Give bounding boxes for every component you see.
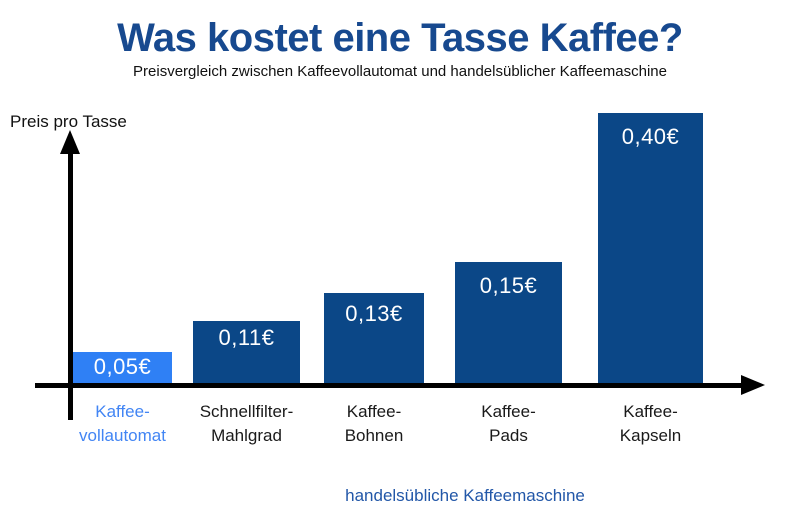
bar-4: 0,40€ <box>598 113 703 383</box>
x-axis-group-label: handelsübliche Kaffeemaschine <box>345 486 585 505</box>
bar-value-label: 0,13€ <box>345 301 403 326</box>
y-axis-arrow-icon <box>60 130 80 154</box>
bar-value-label: 0,11€ <box>218 325 275 350</box>
category-label-3: Kaffee- Pads <box>481 402 536 445</box>
category-label-0: Kaffee- vollautomat <box>79 402 166 445</box>
category-label-4: Kaffee- Kapseln <box>619 402 682 445</box>
bar-0: 0,05€ <box>73 352 172 383</box>
bar-value-label: 0,40€ <box>621 124 680 149</box>
y-axis-label: Preis pro Tasse <box>10 112 127 131</box>
category-label-1: Schnellfilter- Mahlgrad <box>199 402 294 445</box>
x-axis-line <box>35 383 743 388</box>
page-title: Was kostet eine Tasse Kaffee? <box>117 16 683 60</box>
bar-2: 0,13€ <box>324 293 424 383</box>
page-subtitle: Preisvergleich zwischen Kaffeevollautoma… <box>133 63 667 80</box>
bar-1: 0,11€ <box>193 321 300 383</box>
bar-3: 0,15€ <box>455 262 562 383</box>
bar-value-label: 0,05€ <box>93 354 152 379</box>
y-axis-line <box>68 146 73 420</box>
bar-value-label: 0,15€ <box>479 273 538 298</box>
category-label-2: Kaffee- Bohnen <box>344 402 404 445</box>
x-axis-arrow-icon <box>741 375 765 395</box>
